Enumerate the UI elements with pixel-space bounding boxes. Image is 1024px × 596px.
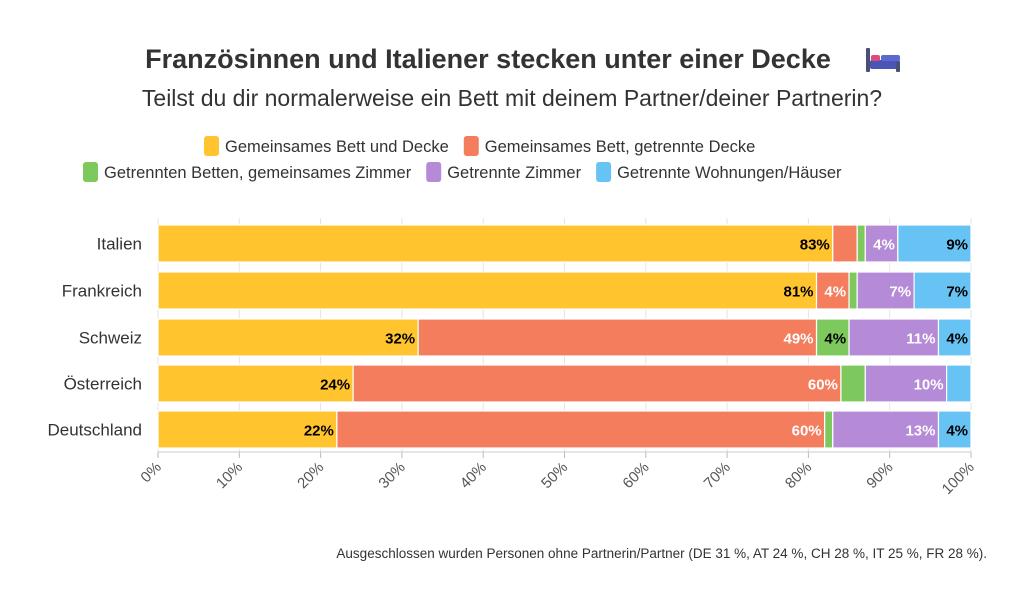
data-label: 7% — [889, 284, 911, 301]
bar-schweiz-series-2 — [417, 318, 818, 357]
data-label: 24% — [320, 377, 350, 394]
x-tick-label: 80% — [782, 459, 815, 492]
x-axis: 0% 10% 20% 30% 40% 50% 60% 70% 80% 90% 100% — [137, 451, 978, 498]
x-tick-label: 100% — [939, 459, 978, 498]
legend-label-4: Getrennte Zimmer — [447, 164, 581, 182]
bar-österreich-series-4 — [864, 364, 948, 403]
data-label: 9% — [946, 237, 968, 254]
bar-schweiz-series-4 — [848, 318, 940, 357]
bar-österreich-series-1 — [157, 364, 354, 403]
x-tick-label: 90% — [863, 459, 896, 492]
bar-frankreich-series-4 — [856, 271, 915, 310]
legend-label-5: Getrennte Wohnungen/Häuser — [617, 164, 842, 182]
data-label: 4% — [824, 284, 846, 301]
data-label: 83% — [800, 237, 830, 254]
bar-frankreich-series-5 — [913, 271, 972, 310]
legend-label-3: Getrennten Betten, gemeinsames Zimmer — [104, 164, 412, 182]
bar-deutschland-series-3 — [824, 410, 834, 449]
chart-subtitle: Teilst du dir normalerweise ein Bett mit… — [142, 85, 882, 111]
category-label: Österreich — [64, 375, 142, 394]
legend-swatch-2 — [463, 136, 479, 156]
footnote: Ausgeschlossen wurden Personen ohne Part… — [336, 546, 987, 561]
x-tick-label: 10% — [213, 459, 246, 492]
legend-swatch-3 — [83, 162, 98, 182]
x-tick-label: 60% — [619, 459, 652, 492]
x-tick-label: 40% — [457, 459, 490, 492]
data-label: 22% — [304, 423, 334, 440]
bar-schweiz-series-1 — [157, 318, 419, 357]
bar-frankreich-series-1 — [157, 271, 818, 310]
legend-swatch-1 — [204, 136, 219, 156]
bar-schweiz-series-5 — [937, 318, 972, 357]
data-label: 81% — [783, 284, 813, 301]
data-label: 11% — [906, 331, 935, 348]
data-label: 4% — [946, 423, 968, 440]
legend: Gemeinsames Bett und Decke Gemeinsames Be… — [83, 136, 842, 182]
bar-deutschland-series-1 — [157, 410, 338, 449]
bar-italien-series-4 — [864, 224, 899, 263]
bars — [157, 224, 972, 449]
data-label: 60% — [792, 423, 822, 440]
bar-deutschland-series-5 — [937, 410, 972, 449]
data-label: 7% — [946, 284, 968, 301]
bar-deutschland-series-2 — [336, 410, 826, 449]
chart-title: Französinnen und Italiener stecken unter… — [145, 44, 831, 74]
data-label: 4% — [946, 331, 968, 348]
legend-label-2: Gemeinsames Bett, getrennte Decke — [485, 138, 756, 156]
bar-österreich-series-5 — [946, 364, 972, 403]
bar-deutschland-series-4 — [832, 410, 940, 449]
bar-österreich-series-2 — [352, 364, 842, 403]
bar-italien-series-1 — [157, 224, 834, 263]
data-label: 32% — [385, 331, 415, 348]
x-tick-label: 50% — [538, 459, 571, 492]
x-tick-label: 70% — [701, 459, 734, 492]
data-label: 10% — [914, 377, 944, 394]
data-label: 13% — [905, 423, 935, 440]
category-labels: Italien Frankreich Schweiz Österreich Deutsc… — [47, 235, 142, 440]
chart-header: Französinnen und Italiener stecken unter… — [142, 44, 900, 111]
bar-frankreich-series-3 — [848, 271, 858, 310]
data-label: 49% — [783, 331, 813, 348]
bar-italien-series-3 — [856, 224, 866, 263]
x-tick-label: 20% — [294, 459, 327, 492]
bar-österreich-series-3 — [840, 364, 866, 403]
bar-schweiz-series-3 — [815, 318, 850, 357]
legend-swatch-4 — [426, 162, 442, 182]
data-label: 4% — [873, 237, 895, 254]
x-tick-label: 0% — [137, 459, 164, 486]
legend-swatch-5 — [596, 162, 612, 182]
category-label: Deutschland — [47, 421, 142, 440]
x-tick-label: 30% — [375, 459, 408, 492]
data-labels: 83% 4% 9% 81% 4% 7% 7% 32% 49% 4% 11% 4% 24% 60% 10% 22… — [304, 237, 968, 440]
bar-italien-series-2 — [832, 224, 858, 263]
bed-icon — [866, 48, 900, 72]
legend-label-1: Gemeinsames Bett und Decke — [225, 138, 449, 156]
data-label: 60% — [808, 377, 838, 394]
bar-italien-series-5 — [897, 224, 972, 263]
category-label: Schweiz — [79, 329, 142, 348]
data-label: 4% — [824, 331, 846, 348]
category-label: Italien — [97, 235, 142, 254]
category-label: Frankreich — [62, 282, 142, 301]
